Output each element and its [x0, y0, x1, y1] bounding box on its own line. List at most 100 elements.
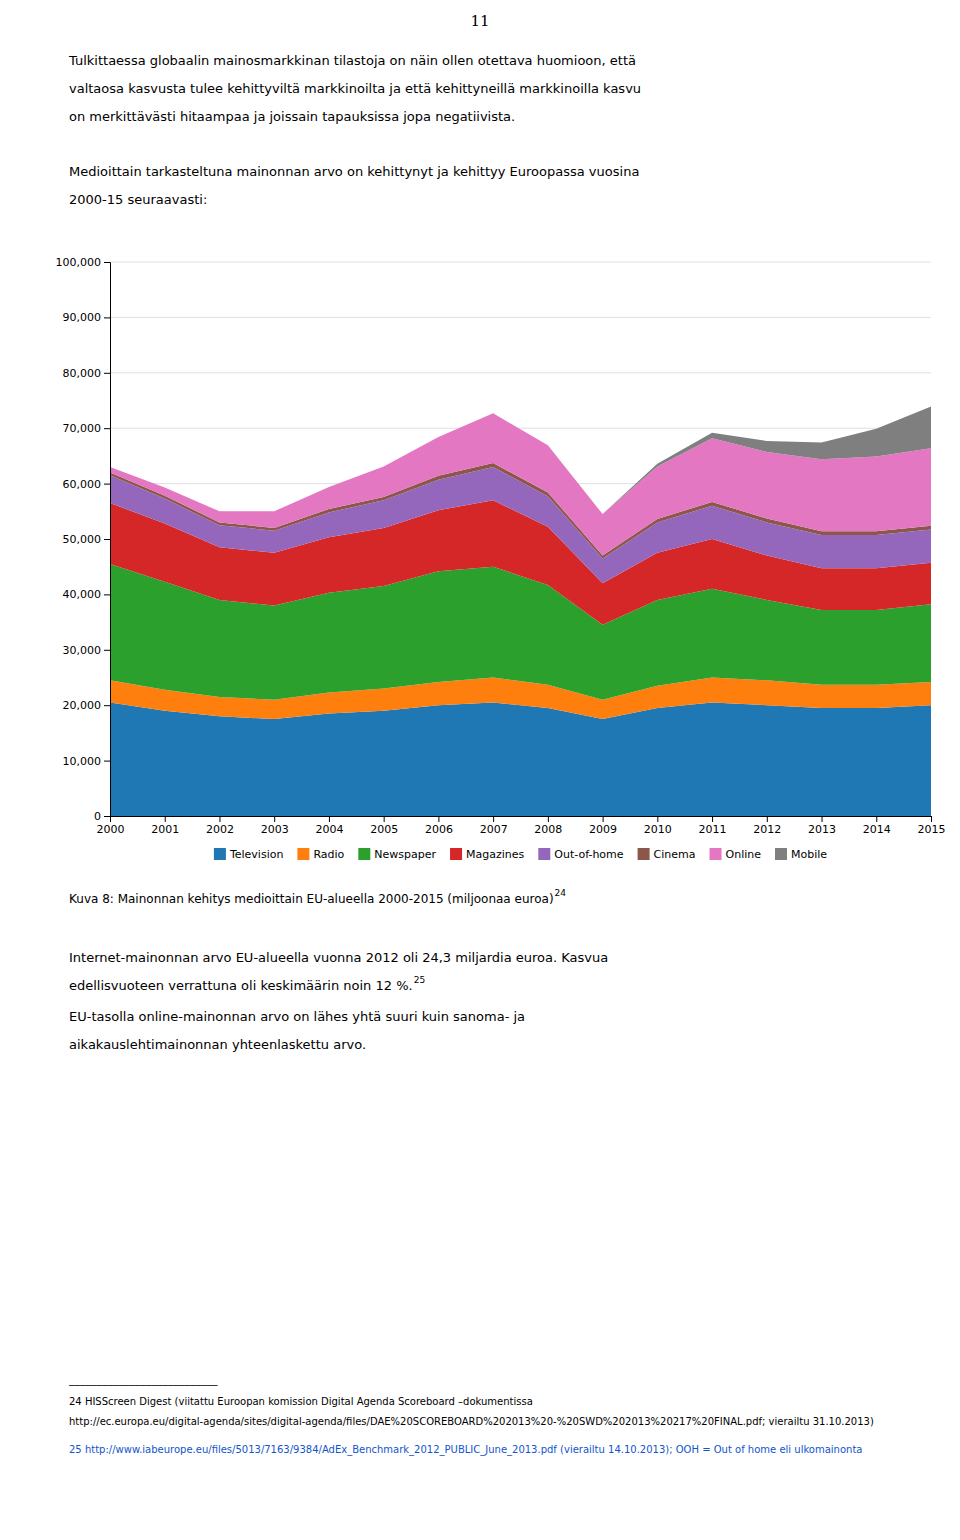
tick: 80,000 [63, 367, 111, 380]
intro-text: Tulkittaessa globaalin mainosmarkkinan t… [68, 53, 636, 68]
tick-mark [548, 816, 549, 822]
tick-mark [104, 262, 110, 263]
tick-label: 90,000 [63, 311, 102, 324]
legend-swatch [214, 848, 226, 860]
tick-mark [822, 816, 823, 822]
tick-mark [603, 816, 604, 822]
tick: 2003 [261, 816, 289, 836]
tick-mark [165, 816, 166, 822]
tick: 2010 [644, 816, 672, 836]
tick-label: 2012 [753, 823, 781, 836]
tick-label: 0 [94, 810, 101, 823]
legend-swatch [297, 848, 309, 860]
plot-area [110, 407, 931, 816]
tick: 2006 [425, 816, 453, 836]
tick-mark [931, 816, 932, 822]
area [110, 407, 931, 514]
page: 11Tulkittaessa globaalin mainosmarkkinan… [0, 0, 960, 1540]
tick: 90,000 [63, 311, 111, 324]
tick-mark [104, 650, 110, 651]
legend-label: Online [726, 848, 762, 861]
tick-mark [104, 539, 110, 540]
tick-label: 2000 [97, 823, 125, 836]
tick-mark [104, 816, 110, 817]
legend-item: Television [214, 848, 284, 861]
tick-label: 2007 [480, 823, 508, 836]
subtext: Medioittain tarkasteltuna mainonnan arvo… [69, 164, 639, 179]
tick-mark [493, 816, 494, 822]
subtext: 2000-15 seuraavasti: [69, 192, 207, 207]
intro-text: on merkittävästi hitaampaa ja joissain t… [69, 109, 515, 124]
tick-mark [274, 816, 275, 822]
legend-swatch [358, 848, 370, 860]
tick-label: 20,000 [63, 699, 102, 712]
tick-label: 2002 [206, 823, 234, 836]
tick-mark [104, 373, 110, 374]
x-axis: 2000200120022003200420052006200720082009… [97, 816, 946, 836]
grid-line [110, 428, 931, 429]
footnote-rule: ___________________________ [68, 1373, 218, 1386]
tick: 0 [94, 810, 110, 823]
body-text: Internet-mainonnan arvo EU-alueella vuon… [69, 950, 608, 965]
tick-label: 60,000 [63, 478, 102, 491]
legend-label: Cinema [654, 848, 696, 861]
tick-label: 70,000 [63, 422, 102, 435]
tick-mark [104, 705, 110, 706]
tick-label: 80,000 [63, 367, 102, 380]
tick-mark [104, 594, 110, 595]
tick-mark [438, 816, 439, 822]
legend-item: Out-of-home [538, 848, 624, 861]
legend-swatch [538, 848, 550, 860]
tick: 2015 [918, 816, 946, 836]
axis-line [111, 817, 932, 823]
footnote-ref: 25 [414, 975, 425, 985]
legend-item: Mobile [775, 848, 827, 861]
intro-text: valtaosa kasvusta tulee kehittyviltä mar… [69, 81, 641, 96]
legend-label: Mobile [791, 848, 827, 861]
tick-label: 2011 [699, 823, 727, 836]
tick: 50,000 [63, 533, 111, 546]
tick-mark [104, 761, 110, 762]
legend-swatch [450, 848, 462, 860]
tick: 100,000 [56, 256, 111, 269]
legend-item: Newspaper [358, 848, 436, 861]
tick-mark [384, 816, 385, 822]
tick: 60,000 [63, 478, 111, 491]
tick-mark [104, 317, 110, 318]
tick-label: 2009 [589, 823, 617, 836]
body-text: EU-tasolla online-mainonnan arvo on lähe… [69, 1009, 525, 1024]
tick-mark [329, 816, 330, 822]
tick-label: 2008 [534, 823, 562, 836]
footnote-ref: 24 [555, 888, 567, 898]
tick-mark [219, 816, 220, 822]
grid-line [110, 317, 931, 318]
tick-label: 2014 [863, 823, 891, 836]
legend-label: Magazines [466, 848, 525, 861]
tick-mark [657, 816, 658, 822]
tick: 2008 [534, 816, 562, 836]
tick: 2009 [589, 816, 617, 836]
tick-mark [876, 816, 877, 822]
legend-item: Magazines [450, 848, 525, 861]
area [110, 702, 931, 816]
tick-label: 2006 [425, 823, 453, 836]
tick-mark [767, 816, 768, 822]
tick: 2012 [753, 816, 781, 836]
tick-mark [104, 428, 110, 429]
legend-item: Cinema [638, 848, 696, 861]
tick-label: 2004 [315, 823, 343, 836]
footnote: 25 http://www.iabeurope.eu/files/5013/71… [69, 1444, 862, 1456]
legend-label: Out-of-home [554, 848, 624, 861]
tick: 2011 [699, 816, 727, 836]
tick-label: 30,000 [63, 644, 102, 657]
legend-label: Radio [313, 848, 344, 861]
tick: 2001 [151, 816, 179, 836]
grid [110, 262, 931, 816]
tick-label: 2001 [151, 823, 179, 836]
tick: 70,000 [63, 422, 111, 435]
footnote: 24 HISScreen Digest (viitattu Euroopan k… [69, 1396, 533, 1407]
tick-label: 40,000 [63, 588, 102, 601]
tick: 20,000 [63, 699, 111, 712]
tick: 40,000 [63, 588, 111, 601]
chart-title: Kuva 8: Mainonnan kehitys medioittain EU… [69, 892, 554, 906]
